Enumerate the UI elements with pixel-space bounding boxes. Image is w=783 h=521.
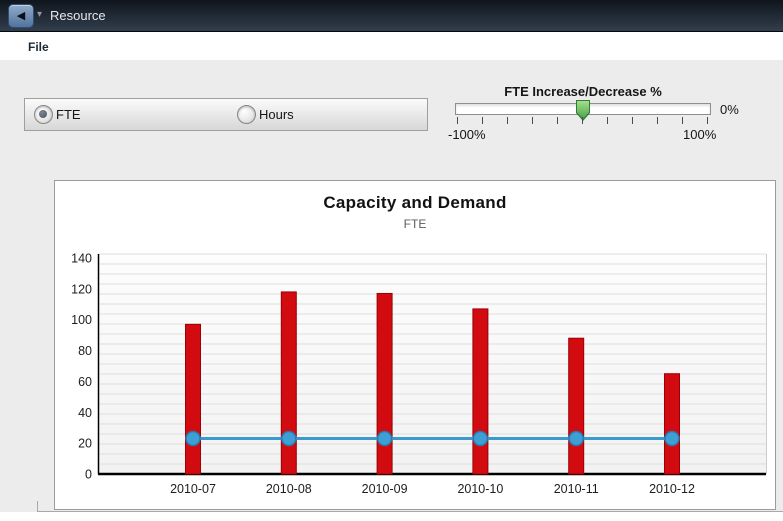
slider-tick [482, 117, 483, 124]
capacity-point [665, 432, 679, 446]
slider-tick [607, 117, 608, 124]
y-axis-label: 60 [78, 375, 92, 389]
slider-value: 0% [720, 102, 739, 117]
radio-fte[interactable]: FTE [34, 105, 81, 124]
slider-tick-marks [455, 117, 709, 125]
slider-tick [507, 117, 508, 124]
x-axis-label: 2010-12 [649, 482, 695, 496]
demand-bar [281, 292, 296, 474]
back-arrow-icon: ◀ [17, 11, 25, 22]
demand-bar [377, 293, 392, 474]
slider-tick [532, 117, 533, 124]
slider-tick [457, 117, 458, 124]
container-bottom-border [37, 511, 783, 512]
radio-hours-label: Hours [259, 107, 294, 122]
menu-item-file[interactable]: File [24, 38, 53, 56]
capacity-point [282, 432, 296, 446]
slider-label: FTE Increase/Decrease % [455, 84, 711, 99]
demand-bar [186, 324, 201, 474]
menubar: File [0, 32, 783, 60]
capacity-point [378, 432, 392, 446]
back-button[interactable]: ◀ [8, 4, 34, 28]
radio-fte-label: FTE [56, 107, 81, 122]
radio-hours[interactable]: Hours [237, 105, 294, 124]
container-left-border [37, 501, 38, 511]
slider-tick [657, 117, 658, 124]
slider-tick [632, 117, 633, 124]
radio-button-icon [34, 105, 53, 124]
unit-toggle-panel: FTE Hours [24, 98, 428, 131]
demand-bar [665, 374, 680, 474]
slider-tick [582, 117, 583, 124]
chart-svg: 0 20 40 60 80 100 120 140 2010-07 2010-08 2010-09 2… [55, 181, 775, 509]
x-axis-label: 2010-08 [266, 482, 312, 496]
y-axis-label: 80 [78, 344, 92, 358]
chart-panel: Capacity and Demand FTE 0204060801001201… [54, 180, 776, 510]
window-titlebar: ◀ ▾ Resource [0, 0, 783, 32]
demand-bar [569, 338, 584, 474]
capacity-point [473, 432, 487, 446]
x-axis-label: 2010-10 [457, 482, 503, 496]
y-axis-label: 120 [71, 282, 92, 296]
capacity-point [186, 432, 200, 446]
window-title: Resource [50, 8, 106, 23]
demand-bar [473, 309, 488, 474]
slider-min-label: -100% [448, 127, 486, 142]
x-axis-label: 2010-09 [362, 482, 408, 496]
radio-button-icon [237, 105, 256, 124]
capacity-point [569, 432, 583, 446]
content-area: FTE Hours FTE Increase/Decrease % 0% -10… [0, 60, 783, 511]
y-axis-label: 40 [78, 406, 92, 420]
y-axis-label: 140 [71, 251, 92, 265]
slider-tick [557, 117, 558, 124]
y-axis-label: 20 [78, 437, 92, 451]
slider-tick [682, 117, 683, 124]
app-window: ◀ ▾ Resource File FTE Hours FTE Increase… [0, 0, 783, 521]
x-axis-label: 2010-07 [170, 482, 216, 496]
chevron-down-icon[interactable]: ▾ [37, 9, 42, 20]
x-axis-label: 2010-11 [554, 482, 599, 496]
slider-tick [707, 117, 708, 124]
y-axis-label: 100 [71, 313, 92, 327]
y-axis-label: 0 [85, 468, 92, 482]
bottom-strip [0, 512, 783, 521]
slider-max-label: 100% [683, 127, 716, 142]
